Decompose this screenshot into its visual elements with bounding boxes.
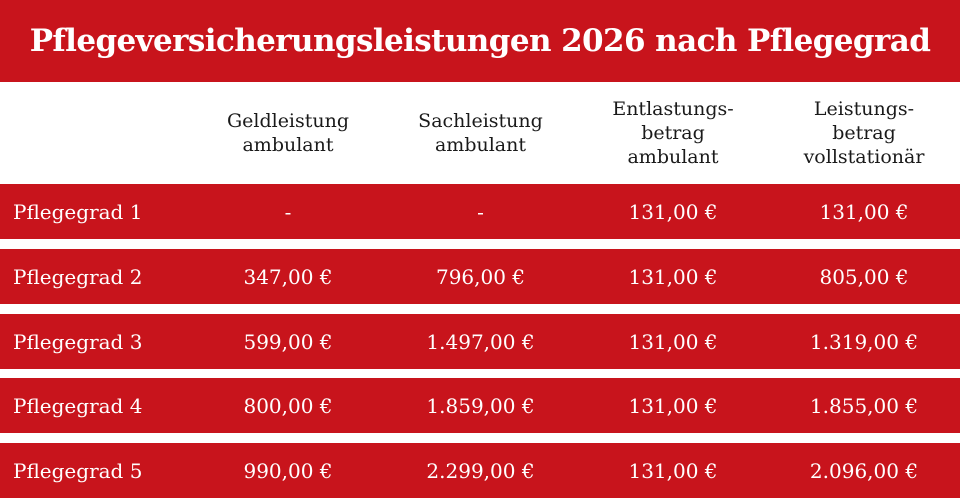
row-label: Pflegegrad 3 [13,329,143,354]
row-label: Pflegegrad 2 [13,264,143,289]
page-title: Pflegeversicherungsleistungen 2026 nach … [0,0,960,82]
cell-sachleistung: - [477,199,484,224]
header-entlastungsbetrag-ambulant: Entlastungs- betrag ambulant [612,98,734,168]
cell-leistungsbetrag: 1.855,00 € [809,393,919,418]
cell-sachleistung: 796,00 € [435,264,526,289]
table-row-pflegegrad-5: Pflegegrad 5 990,00 € 2.299,00 € 131,00 … [0,443,960,498]
cell-leistungsbetrag: 2.096,00 € [809,458,919,483]
row-label: Pflegegrad 5 [13,458,143,483]
cell-geldleistung: - [284,199,292,224]
header-geldleistung-ambulant: Geldleistung ambulant [226,110,350,156]
table-row-pflegegrad-4: Pflegegrad 4 800,00 € 1.859,00 € 131,00 … [0,378,960,433]
cell-geldleistung: 800,00 € [243,393,333,418]
table-row-pflegegrad-3: Pflegegrad 3 599,00 € 1.497,00 € 131,00 … [0,314,960,369]
cell-geldleistung: 599,00 € [243,329,333,354]
table-header-row: Geldleistung ambulant Sachleistung ambul… [0,82,960,184]
cell-entlastungsbetrag: 131,00 € [628,458,718,483]
cell-leistungsbetrag: 1.319,00 € [809,329,919,354]
row-label: Pflegegrad 1 [13,199,143,224]
table-row-pflegegrad-2: Pflegegrad 2 347,00 € 796,00 € 131,00 € … [0,249,960,304]
header-leistungsbetrag-vollstationaer: Leistungs- betrag vollstationär [803,98,925,168]
cell-sachleistung: 2.299,00 € [426,458,535,483]
header-sachleistung-ambulant: Sachleistung ambulant [418,110,543,156]
table-row-pflegegrad-1: Pflegegrad 1 - - 131,00 € 131,00 € [0,184,960,239]
cell-geldleistung: 347,00 € [243,264,333,289]
cell-entlastungsbetrag: 131,00 € [628,264,718,289]
cell-entlastungsbetrag: 131,00 € [628,329,718,354]
cell-geldleistung: 990,00 € [243,458,333,483]
cell-leistungsbetrag: 805,00 € [819,264,909,289]
cell-sachleistung: 1.497,00 € [426,329,535,354]
cell-sachleistung: 1.859,00 € [426,393,535,418]
cell-entlastungsbetrag: 131,00 € [628,393,718,418]
row-label: Pflegegrad 4 [13,393,143,418]
cell-leistungsbetrag: 131,00 € [819,199,909,224]
cell-entlastungsbetrag: 131,00 € [628,199,718,224]
